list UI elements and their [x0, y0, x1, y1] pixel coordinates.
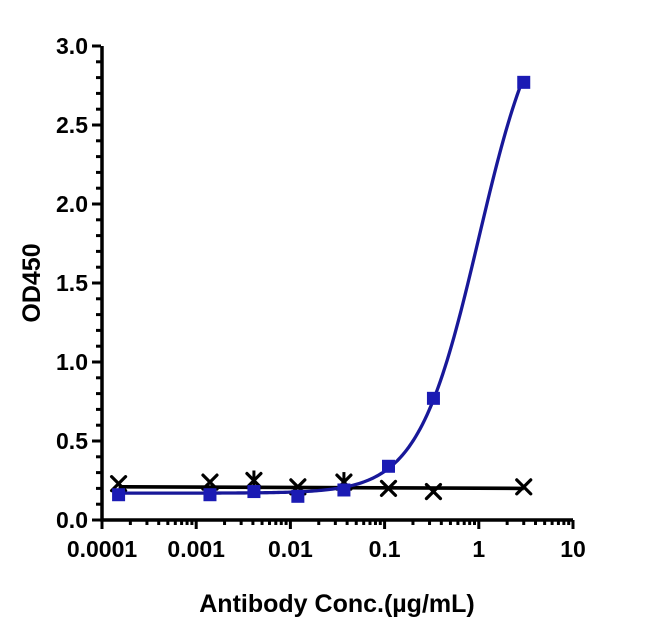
blue-square-marker	[337, 483, 351, 497]
y-tick-label: 3.0	[56, 33, 88, 59]
black-x-marker	[424, 482, 443, 501]
x-tick-label: 0.0001	[67, 536, 138, 562]
axis-labels: 0.0 0.5 1.0 1.5 2.0 2.5 3.0 0.0001 0.001 0.01 0.1 1…	[56, 33, 586, 562]
blue-square-marker	[426, 391, 440, 405]
blue-fit-curve	[118, 76, 526, 495]
y-tick-label: 0.5	[56, 428, 88, 454]
axes	[92, 44, 575, 529]
y-tick-label: 2.5	[56, 112, 88, 138]
black-x-marker	[379, 479, 398, 497]
x-axis-title: Antibody Conc.(µg/mL)	[199, 590, 474, 618]
black-fit-line	[118, 485, 524, 491]
x-tick-label: 1	[472, 536, 485, 562]
axis-spines	[100, 46, 573, 522]
y-tick-label: 0.0	[56, 507, 88, 533]
black-x-marker	[515, 478, 533, 496]
y-tick-label: 1.5	[56, 270, 88, 296]
y-tick-label: 2.0	[56, 191, 88, 217]
x-tick-label: 0.1	[369, 536, 401, 562]
blue-square-marker	[247, 485, 261, 499]
y-tick-label: 1.0	[56, 349, 88, 375]
x-tick-label: 0.001	[167, 536, 225, 562]
blue-square-marker	[203, 488, 217, 502]
series	[109, 75, 533, 503]
blue-square-marker	[517, 75, 531, 89]
y-axis-title: OD450	[18, 243, 46, 322]
blue-square-marker	[112, 488, 126, 502]
blue-square-marker	[381, 459, 395, 473]
x-tick-label: 10	[560, 536, 586, 562]
blue-square-marker	[291, 489, 305, 503]
black-x-marker	[201, 473, 219, 491]
x-tick-label: 0.01	[268, 536, 313, 562]
